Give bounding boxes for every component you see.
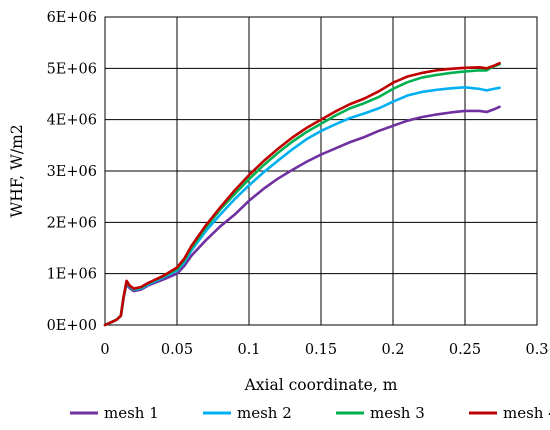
x-tick-label: 0 xyxy=(100,342,109,358)
legend: mesh 1 mesh 2 mesh 3 mesh 4 xyxy=(70,404,550,422)
series-line-mesh-4 xyxy=(103,61,501,327)
y-tick-label: 6E+06 xyxy=(47,10,97,26)
x-tick-label: 0.25 xyxy=(449,342,481,358)
legend-label: mesh 2 xyxy=(237,404,292,422)
legend-label: mesh 3 xyxy=(370,404,425,422)
x-tick-label: 0.05 xyxy=(161,342,193,358)
y-axis-tick-labels: 0E+00 1E+06 2E+06 3E+06 4E+06 5E+06 6E+06 xyxy=(47,10,97,334)
y-tick-label: 5E+06 xyxy=(47,61,97,77)
series-group xyxy=(103,61,501,327)
y-tick-label: 4E+06 xyxy=(47,113,97,129)
y-tick-label: 1E+06 xyxy=(47,267,97,283)
x-tick-label: 0.1 xyxy=(237,342,260,358)
y-tick-label: 3E+06 xyxy=(47,164,97,180)
y-tick-label: 2E+06 xyxy=(47,215,97,231)
x-tick-label: 0.2 xyxy=(381,342,404,358)
y-axis-label: WHF, W/m2 xyxy=(8,124,26,217)
legend-label: mesh 1 xyxy=(104,404,159,422)
x-tick-label: 0.3 xyxy=(525,342,548,358)
legend-label: mesh 4 xyxy=(503,404,550,422)
x-axis-tick-labels: 0 0.05 0.1 0.15 0.2 0.25 0.3 xyxy=(100,342,548,358)
x-tick-label: 0.15 xyxy=(305,342,337,358)
y-tick-label: 0E+00 xyxy=(47,318,97,334)
x-axis-label: Axial coordinate, m xyxy=(244,376,398,394)
